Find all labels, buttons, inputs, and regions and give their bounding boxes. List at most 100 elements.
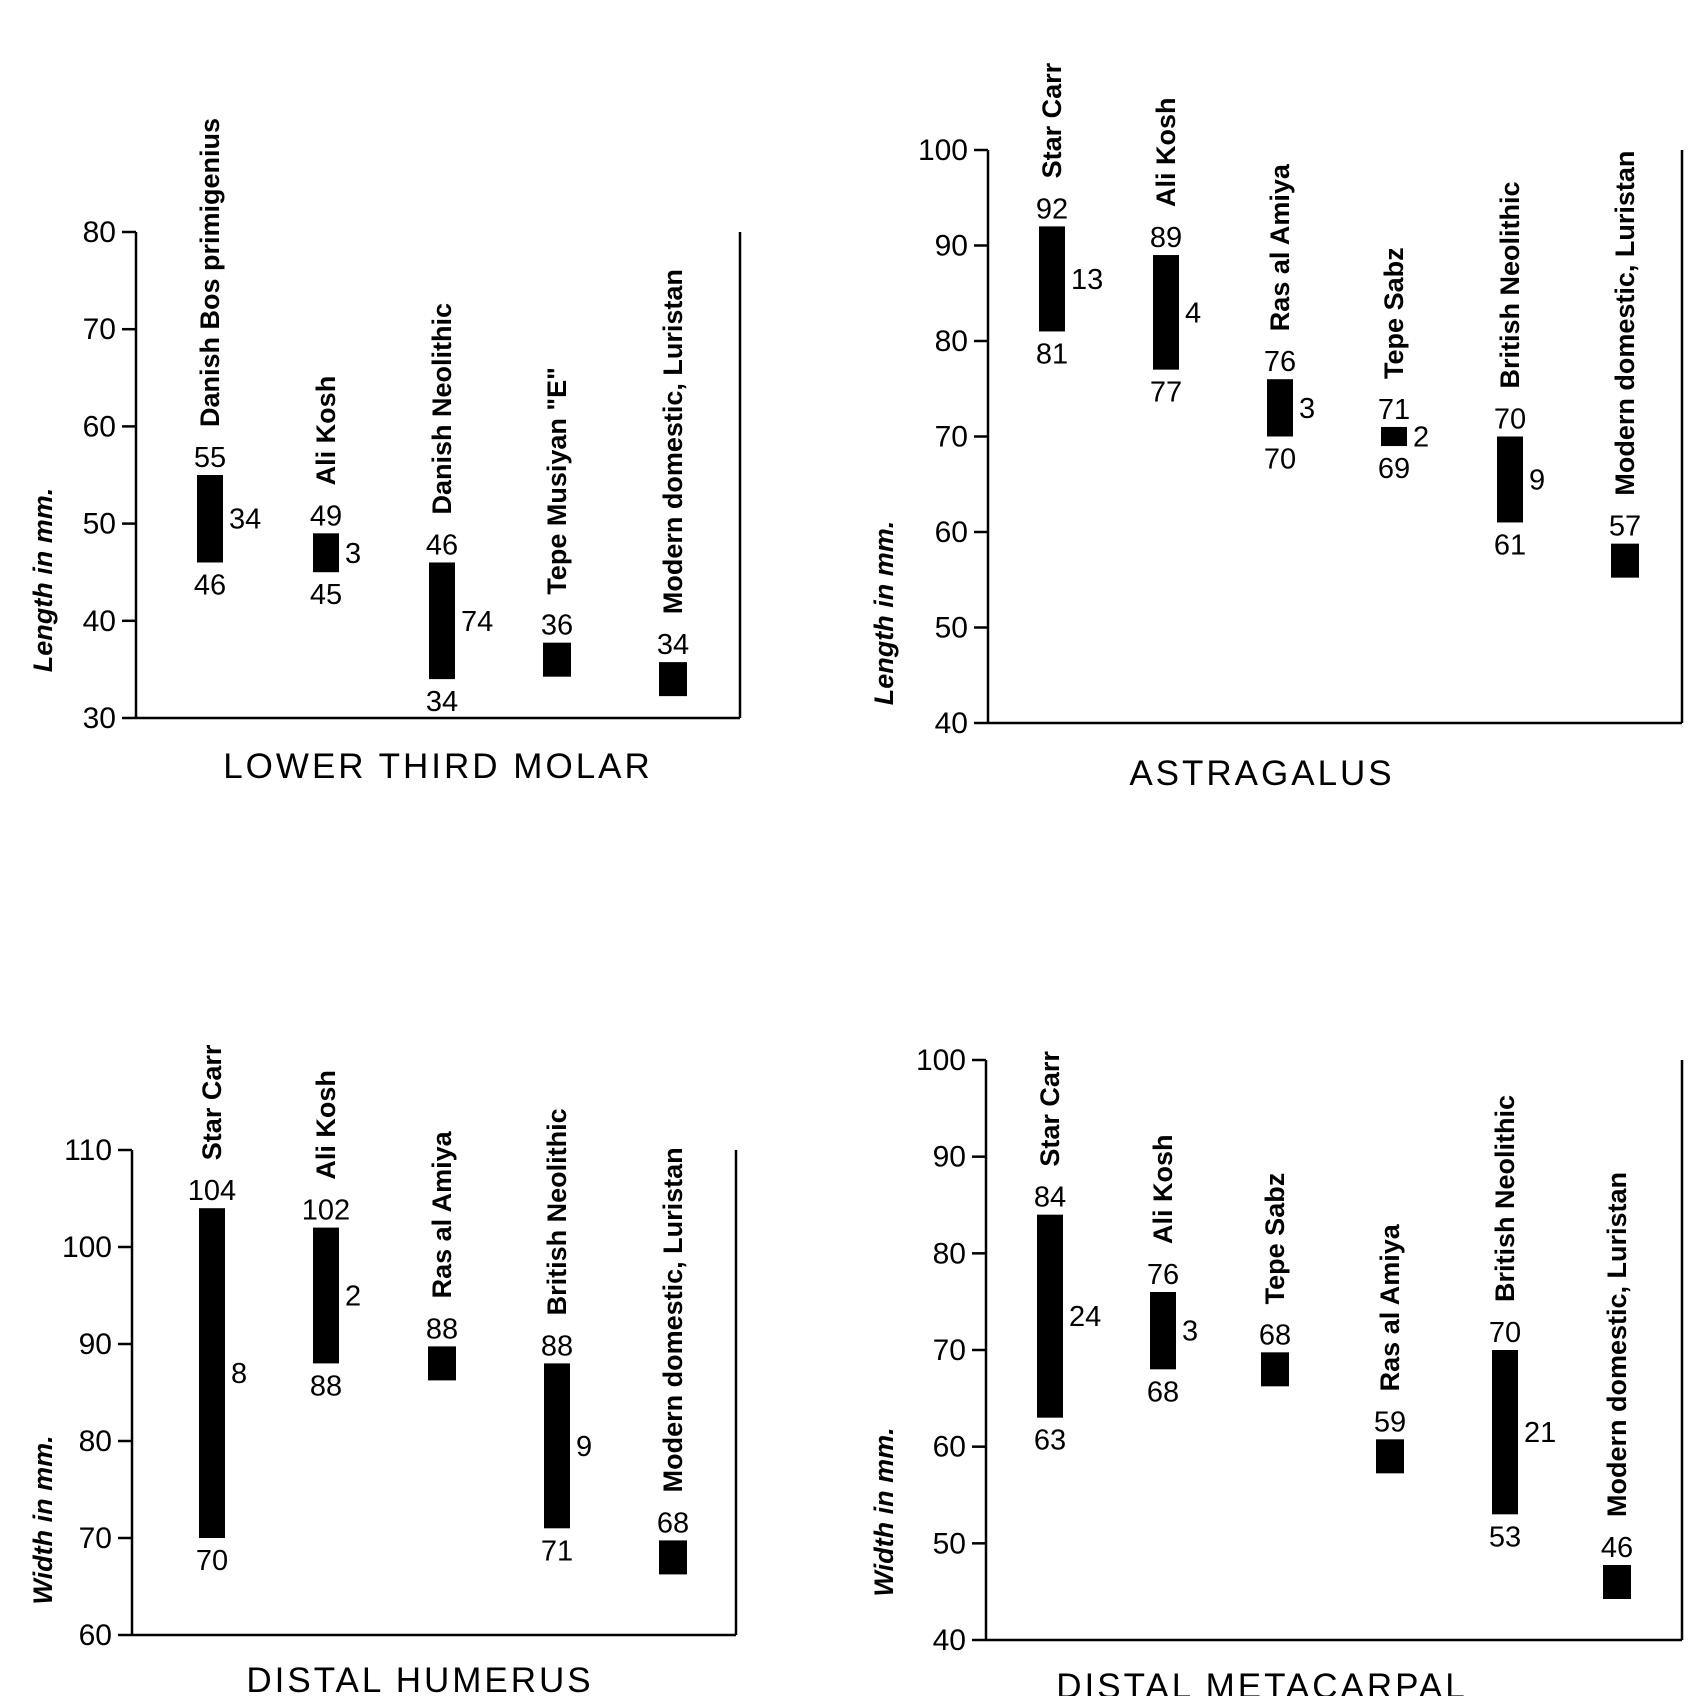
min-value-label: 70 xyxy=(196,1545,228,1577)
chart-title: LOWER THIRD MOLAR xyxy=(223,747,653,786)
y-tick-label: 70 xyxy=(83,313,116,346)
sample-count-label: 21 xyxy=(1524,1417,1556,1449)
y-tick-label: 60 xyxy=(935,516,968,549)
y-tick-label: 40 xyxy=(935,707,968,740)
y-tick-label: 100 xyxy=(62,1231,112,1264)
sample-count-label: 8 xyxy=(231,1358,247,1390)
y-tick-label: 100 xyxy=(916,1044,966,1077)
max-value-label: 76 xyxy=(1264,346,1296,378)
sample-count-label: 34 xyxy=(229,504,261,536)
max-value-label: 89 xyxy=(1150,222,1182,254)
range-bar xyxy=(199,1208,225,1538)
range-bar xyxy=(1039,226,1065,332)
sample-count-label: 3 xyxy=(1182,1316,1198,1348)
category-label: Star Carr xyxy=(1035,1051,1065,1167)
y-tick-label: 100 xyxy=(918,134,968,167)
max-value-label: 55 xyxy=(194,442,226,474)
y-tick-label: 40 xyxy=(83,605,116,638)
max-value-label: 88 xyxy=(426,1313,458,1345)
max-value-label: 57 xyxy=(1609,511,1641,543)
min-value-label: 71 xyxy=(541,1535,573,1567)
range-bar xyxy=(659,1540,687,1575)
range-bar xyxy=(544,1363,570,1529)
y-tick-label: 70 xyxy=(935,421,968,454)
sample-count-label: 13 xyxy=(1071,264,1103,296)
category-label: Star Carr xyxy=(1037,62,1067,178)
min-value-label: 61 xyxy=(1494,529,1526,561)
min-value-label: 77 xyxy=(1150,377,1182,409)
y-axis-label: Length in mm. xyxy=(28,488,58,673)
sample-count-label: 9 xyxy=(1529,464,1545,496)
sample-count-label: 74 xyxy=(461,606,493,638)
y-axis-label: Width in mm. xyxy=(28,1435,58,1604)
max-value-label: 102 xyxy=(302,1195,350,1227)
min-value-label: 81 xyxy=(1036,338,1068,370)
max-value-label: 70 xyxy=(1494,404,1526,436)
range-bar xyxy=(1492,1350,1518,1515)
max-value-label: 70 xyxy=(1489,1317,1521,1349)
range-bar xyxy=(1153,255,1179,370)
category-label: Danish Bos primigenius xyxy=(195,118,225,427)
y-tick-label: 30 xyxy=(83,702,116,735)
range-bar xyxy=(428,1346,456,1381)
sample-count-label: 2 xyxy=(1413,422,1429,454)
y-tick-label: 80 xyxy=(933,1237,966,1270)
y-tick-label: 60 xyxy=(79,1619,112,1652)
range-bar xyxy=(1037,1214,1063,1418)
max-value-label: 46 xyxy=(426,529,458,561)
sample-count-label: 9 xyxy=(576,1431,592,1463)
y-tick-label: 90 xyxy=(933,1141,966,1174)
category-label: British Neolithic xyxy=(1495,181,1525,388)
y-tick-label: 110 xyxy=(64,1134,112,1167)
y-tick-label: 60 xyxy=(83,410,116,443)
y-tick-label: 80 xyxy=(79,1425,112,1458)
y-axis-label: Width in mm. xyxy=(869,1427,899,1596)
y-tick-label: 50 xyxy=(935,612,968,645)
y-tick-label: 90 xyxy=(935,230,968,263)
min-value-label: 68 xyxy=(1147,1376,1179,1408)
min-value-label: 45 xyxy=(310,579,342,611)
range-bar xyxy=(543,642,571,677)
range-bar xyxy=(1261,1352,1289,1387)
category-label: Ali Kosh xyxy=(311,1070,341,1180)
max-value-label: 88 xyxy=(541,1330,573,1362)
category-label: Modern domestic, Luristan xyxy=(1602,1172,1632,1517)
min-value-label: 69 xyxy=(1378,453,1410,485)
max-value-label: 84 xyxy=(1034,1182,1066,1214)
max-value-label: 49 xyxy=(310,500,342,532)
max-value-label: 76 xyxy=(1147,1259,1179,1291)
chart-title: DISTAL HUMERUS xyxy=(246,1661,593,1696)
max-value-label: 36 xyxy=(541,610,573,642)
max-value-label: 46 xyxy=(1601,1532,1633,1564)
range-bar xyxy=(1381,426,1407,447)
range-bar xyxy=(429,562,455,680)
sample-count-label: 24 xyxy=(1069,1301,1101,1333)
max-value-label: 68 xyxy=(657,1507,689,1539)
max-value-label: 71 xyxy=(1378,394,1410,426)
category-label: Ras al Amiya xyxy=(1375,1223,1405,1391)
y-axis-label: Length in mm. xyxy=(869,521,899,706)
category-label: Ali Kosh xyxy=(311,376,341,486)
category-label: Modern domestic, Luristan xyxy=(658,1147,688,1492)
range-bar xyxy=(313,1227,339,1364)
min-value-label: 34 xyxy=(426,686,458,718)
chart-title: ASTRAGALUS xyxy=(1129,754,1394,793)
range-bar xyxy=(1267,379,1293,437)
y-tick-label: 90 xyxy=(79,1328,112,1361)
range-bar xyxy=(1376,1439,1404,1474)
category-label: Tepe Musiyan "E" xyxy=(542,367,572,595)
y-tick-label: 40 xyxy=(933,1624,966,1657)
category-label: Ras al Amiya xyxy=(427,1130,457,1298)
y-tick-label: 80 xyxy=(83,216,116,249)
y-tick-label: 50 xyxy=(933,1527,966,1560)
category-label: British Neolithic xyxy=(542,1108,572,1315)
category-label: Ali Kosh xyxy=(1151,98,1181,208)
category-label: Modern domestic, Luristan xyxy=(658,269,688,614)
category-label: Ras al Amiya xyxy=(1265,163,1295,331)
y-tick-label: 80 xyxy=(935,325,968,358)
min-value-label: 88 xyxy=(310,1370,342,1402)
y-tick-label: 50 xyxy=(83,508,116,541)
category-label: Danish Neolithic xyxy=(427,303,457,515)
max-value-label: 68 xyxy=(1259,1319,1291,1351)
